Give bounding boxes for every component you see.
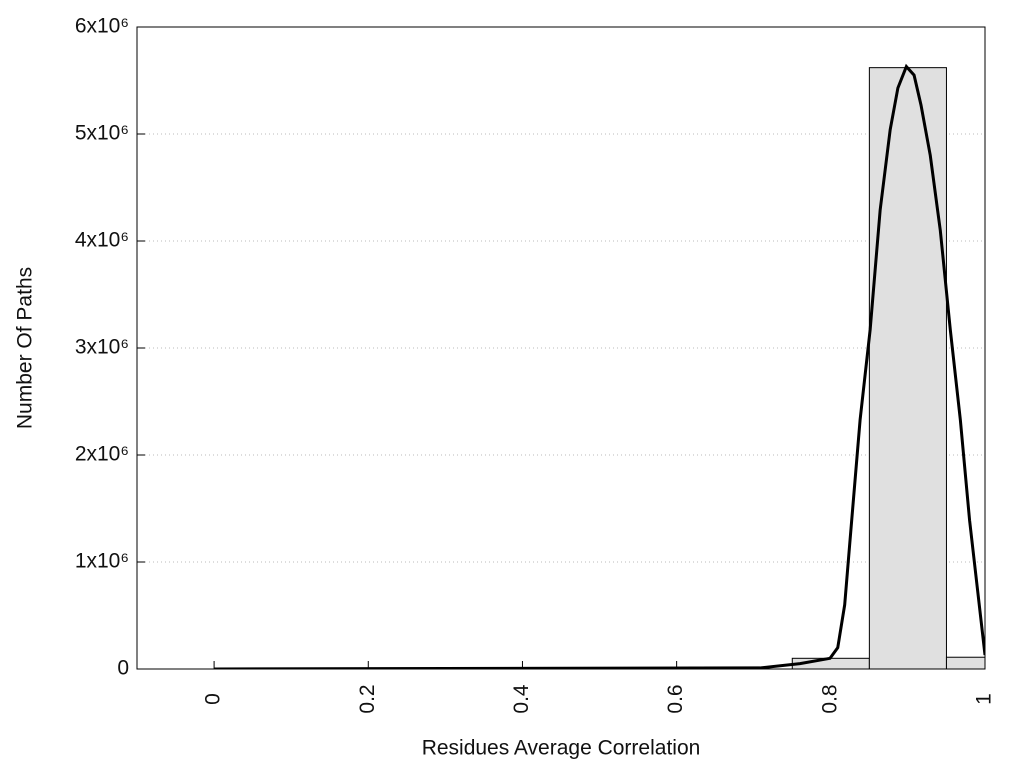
x-tick-label: 0.4 [510, 684, 533, 714]
plot-area [214, 63, 985, 669]
y-tick-label: 2x10⁶ [75, 443, 129, 466]
x-axis-label: Residues Average Correlation [422, 737, 701, 760]
y-tick-label: 1x10⁶ [75, 550, 129, 573]
y-tick-label: 0 [117, 657, 129, 680]
x-tick-label: 0.6 [664, 684, 687, 713]
x-tick-label: 0.8 [818, 684, 841, 713]
plot-frame [136, 26, 986, 670]
x-tick-label: 1 [973, 693, 996, 705]
y-tick-label: 4x10⁶ [75, 229, 129, 252]
x-tick-label: 0.2 [356, 684, 379, 713]
y-tick-label: 3x10⁶ [75, 336, 129, 359]
y-tick-label: 6x10⁶ [75, 15, 129, 38]
y-axis-label: Number Of Paths [14, 267, 37, 429]
y-tick-label: 5x10⁶ [75, 122, 129, 145]
x-tick-label: 0 [202, 693, 225, 705]
histogram-bar [868, 67, 947, 669]
fit-curve [214, 63, 985, 669]
